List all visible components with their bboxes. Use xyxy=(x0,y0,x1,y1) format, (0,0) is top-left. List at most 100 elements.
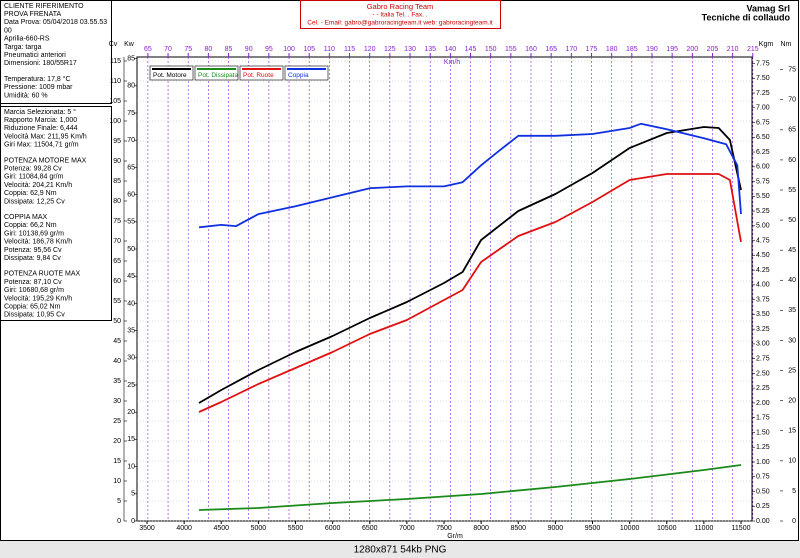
y-tick-label: 30 xyxy=(113,398,121,405)
y2-tick-label: 65 xyxy=(788,127,796,134)
x-tick-label: 10000 xyxy=(620,525,640,532)
x2-tick-label: 130 xyxy=(404,46,416,53)
y4-tick-label: 1.50 xyxy=(756,429,770,436)
data-line xyxy=(198,126,742,404)
x2-tick-label: 140 xyxy=(445,46,457,53)
y3-tick-label: 40 xyxy=(127,300,135,307)
y-tick-label: 75 xyxy=(113,218,121,225)
y4-tick-label: 5.50 xyxy=(756,193,770,200)
y4-tick-label: 1.00 xyxy=(756,459,770,466)
y-tick-label: 90 xyxy=(113,158,121,165)
info-line: POTENZA MOTORE MAX xyxy=(4,157,87,164)
y2-tick-label: 20 xyxy=(788,397,796,404)
x2-tick-label: 90 xyxy=(245,46,253,53)
x2-tick-label: 125 xyxy=(384,46,396,53)
y2-tick-label: 30 xyxy=(788,337,796,344)
x-tick-label: 9000 xyxy=(548,525,564,532)
x2-tick-label: 215 xyxy=(747,46,759,53)
info-line: CLIENTE RIFERIMENTO xyxy=(4,3,84,10)
y4-tick-label: 4.50 xyxy=(756,252,770,259)
info-line: Coppia: 65,02 Nm xyxy=(4,304,61,311)
y4-tick-label: 2.50 xyxy=(756,370,770,377)
info-line: Giri: 11084,84 gr/m xyxy=(4,174,64,181)
info-line: Velocità Max: 211,95 Km/h xyxy=(4,133,87,140)
y3-tick-label: 60 xyxy=(127,191,135,198)
y2-tick-label: 10 xyxy=(788,458,796,465)
info-line: Pressione: 1009 mbar xyxy=(4,84,73,91)
info-line: Targa: targa xyxy=(4,44,41,51)
x-tick-label: 6000 xyxy=(325,525,341,532)
y3-tick-label: 15 xyxy=(127,436,135,443)
y-tick-label: 15 xyxy=(113,458,121,465)
y4-tick-label: 4.00 xyxy=(756,282,770,289)
x2-tick-label: 95 xyxy=(265,46,273,53)
y3-tick-label: 50 xyxy=(127,246,135,253)
y4-tick-label: 6.25 xyxy=(756,149,770,156)
y4-tick-label: 6.50 xyxy=(756,134,770,141)
y-tick-label: 50 xyxy=(113,318,121,325)
x2-tick-label: 155 xyxy=(505,46,517,53)
y2-tick-label: 15 xyxy=(788,428,796,435)
y-tick-label: 10 xyxy=(113,478,121,485)
y4-tick-label: 5.00 xyxy=(756,223,770,230)
x-tick-label: 4000 xyxy=(176,525,192,532)
y4-tick-label: 3.75 xyxy=(756,296,770,303)
y3-tick-label: 45 xyxy=(127,273,135,280)
y-tick-label: 100 xyxy=(109,118,121,125)
y-tick-label: 85 xyxy=(113,178,121,185)
y3-axis-label: Kw xyxy=(124,41,135,48)
x-tick-label: 5500 xyxy=(288,525,304,532)
x2-tick-label: 165 xyxy=(545,46,557,53)
y-axis-label: Cv xyxy=(109,41,118,48)
info-line: Aprilia-660-RS xyxy=(4,36,50,43)
y3-tick-label: 85 xyxy=(127,55,135,62)
legend-label: Pot. Ruote xyxy=(243,72,274,79)
x-tick-label: 5000 xyxy=(251,525,267,532)
y2-tick-label: 75 xyxy=(788,66,796,73)
info-line: Dissipata: 12,25 Cv xyxy=(4,198,65,205)
y4-tick-label: 3.50 xyxy=(756,311,770,318)
info-line: Velocità: 195,29 Km/h xyxy=(4,295,72,302)
y4-tick-label: 2.75 xyxy=(756,356,770,363)
x-tick-label: 6500 xyxy=(362,525,378,532)
header-line: - - Italia Tel. . Fax. . xyxy=(372,12,427,19)
y3-tick-label: 65 xyxy=(127,164,135,171)
info-line: Giri Max: 11504,71 gr/m xyxy=(4,142,79,149)
info-line: Dissipata: 9,84 Cv xyxy=(4,255,61,262)
y3-tick-label: 75 xyxy=(127,110,135,117)
y2-tick-label: 45 xyxy=(788,247,796,254)
info-line: Potenza: 99,28 Cv xyxy=(4,166,62,173)
info-line: Rapporto Marcia: 1,000 xyxy=(4,117,77,124)
x2-tick-label: 80 xyxy=(204,46,212,53)
x2-tick-label: 85 xyxy=(225,46,233,53)
info-box xyxy=(0,106,112,321)
y-tick-label: 110 xyxy=(110,78,121,85)
x2-tick-label: 100 xyxy=(283,46,295,53)
x2-tick-label: 210 xyxy=(727,46,739,53)
y2-tick-label: 25 xyxy=(788,367,796,374)
y-tick-label: 20 xyxy=(113,438,121,445)
footer: 1280x871 54kb PNG xyxy=(354,545,447,556)
y4-tick-label: 4.25 xyxy=(756,267,770,274)
y4-tick-label: 1.75 xyxy=(756,415,770,422)
x2-tick-label: 115 xyxy=(344,46,355,53)
x2-tick-label: 145 xyxy=(465,46,477,53)
header-line: Cel. - Email: gabro@gabroracingteam.it w… xyxy=(307,20,493,27)
y-tick-label: 45 xyxy=(113,338,121,345)
info-line: Data Prova: 05/04/2018 03.55.53 xyxy=(4,19,107,26)
x2-tick-label: 205 xyxy=(707,46,719,53)
y3-tick-label: 35 xyxy=(127,327,135,334)
x2-tick-label: 150 xyxy=(485,46,497,53)
y-tick-label: 70 xyxy=(113,238,121,245)
y2-axis-label: Nm xyxy=(781,41,792,48)
x-tick-label: 10500 xyxy=(657,525,677,532)
footer-bar xyxy=(0,541,800,558)
y3-tick-label: 70 xyxy=(127,137,135,144)
info-line: Velocità: 186,78 Km/h xyxy=(4,239,72,246)
y-tick-label: 5 xyxy=(117,498,121,505)
x-tick-label: 7000 xyxy=(399,525,415,532)
y3-tick-label: 10 xyxy=(127,463,135,470)
y-tick-label: 40 xyxy=(113,358,121,365)
